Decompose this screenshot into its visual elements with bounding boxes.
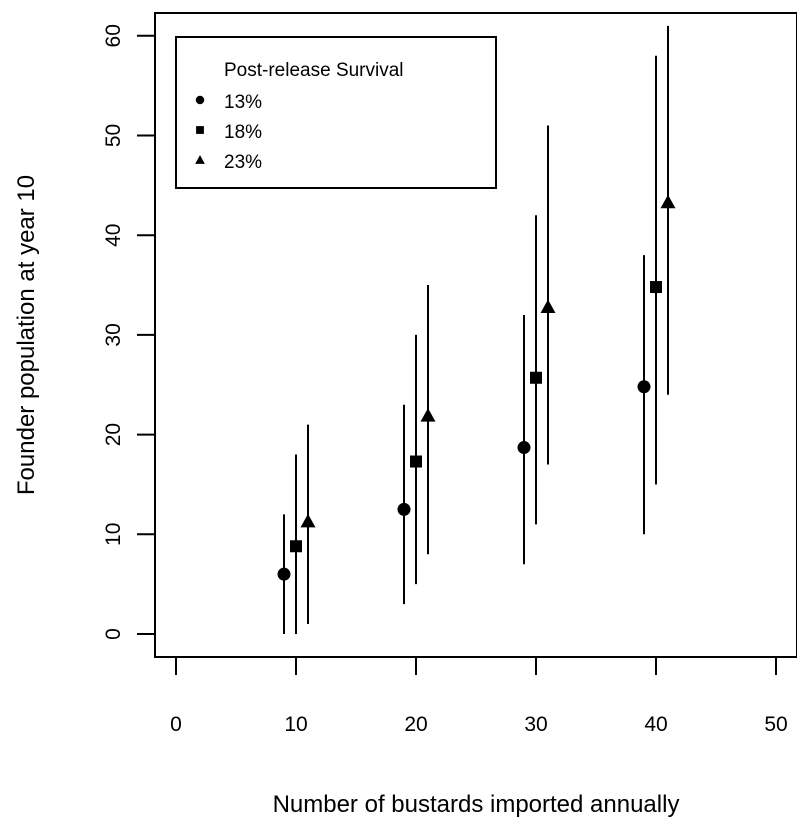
x-tick-label: 20	[404, 713, 427, 736]
legend-items: 13% 18% 23%	[195, 92, 262, 173]
x-axis: 0 10 20 30 40 50	[170, 656, 788, 736]
legend-label: 18%	[224, 122, 262, 143]
legend: Post-release Survival 13% 18% 23%	[175, 36, 497, 189]
data-point-triangle	[660, 194, 676, 209]
data-point-triangle	[540, 299, 556, 313]
data-point-square	[290, 540, 302, 553]
legend-title: Post-release Survival	[224, 60, 404, 81]
data-points	[277, 194, 676, 581]
x-axis-title: Number of bustards imported annually	[273, 791, 680, 818]
data-point-circle	[277, 567, 291, 581]
legend-marker-circle	[195, 95, 205, 105]
data-point-square	[410, 455, 422, 468]
data-point-circle	[517, 441, 531, 455]
y-tick-label: 0	[102, 628, 125, 640]
legend-label: 13%	[224, 92, 262, 113]
data-point-triangle	[420, 408, 436, 422]
y-tick-label: 60	[102, 24, 125, 47]
y-tick-label: 50	[102, 124, 125, 147]
x-tick-label: 50	[764, 713, 787, 736]
data-point-square	[650, 281, 662, 294]
y-tick-label: 10	[102, 523, 125, 546]
legend-marker-triangle	[195, 155, 205, 164]
y-tick-label: 30	[102, 323, 125, 346]
data-point-triangle	[300, 513, 316, 528]
data-point-circle	[637, 380, 651, 394]
legend-box	[175, 36, 497, 189]
x-tick-label: 0	[170, 713, 182, 736]
x-tick-label: 40	[644, 713, 667, 736]
y-tick-label: 20	[102, 423, 125, 446]
y-tick-label: 40	[102, 224, 125, 247]
data-point-circle	[397, 502, 411, 516]
x-tick-label: 10	[284, 713, 307, 736]
x-tick-label: 30	[524, 713, 547, 736]
y-axis-title: Founder population at year 10	[13, 175, 40, 495]
legend-marker-square	[196, 126, 204, 134]
y-axis: 0 10 20 30 40 50 60	[102, 24, 156, 640]
data-point-square	[530, 371, 542, 384]
legend-label: 23%	[224, 152, 262, 173]
